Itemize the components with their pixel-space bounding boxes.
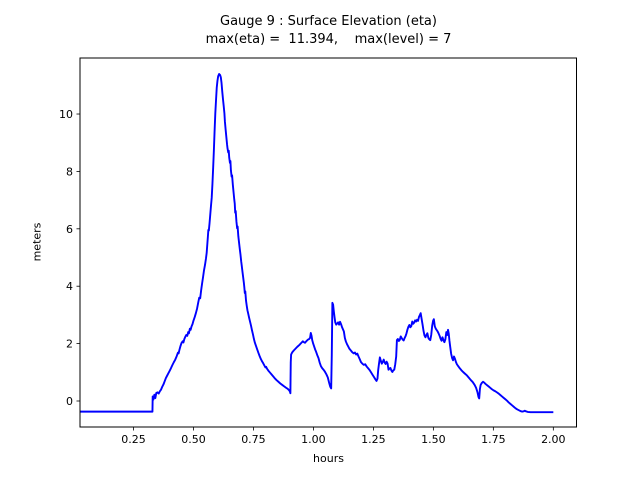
x-tick-label: 0.50 (181, 433, 206, 446)
x-tick-label: 1.00 (301, 433, 326, 446)
chart-title-block: Gauge 9 : Surface Elevation (eta) max(et… (80, 13, 577, 49)
y-tick-label: 2 (66, 338, 73, 351)
y-tick-label: 6 (66, 223, 73, 236)
y-tick-label: 10 (59, 108, 73, 121)
x-tick-label: 1.25 (361, 433, 386, 446)
x-tick-label: 1.50 (421, 433, 446, 446)
chart-subtitle: max(eta) = 11.394, max(level) = 7 (205, 32, 452, 47)
y-axis-label: meters (30, 222, 44, 262)
y-tick-label: 0 (66, 395, 73, 408)
x-tick-label: 2.00 (541, 433, 566, 446)
x-tick-label: 0.75 (241, 433, 266, 446)
y-tick-label: 4 (66, 280, 73, 293)
y-tick-label: 8 (66, 165, 73, 178)
chart-title: Gauge 9 : Surface Elevation (eta) (220, 14, 437, 29)
x-tick-label: 0.25 (121, 433, 146, 446)
x-axis-label: hours (313, 452, 344, 465)
series-line (80, 73, 554, 414)
axes-frame (79, 57, 577, 428)
x-tick-label: 1.75 (481, 433, 506, 446)
